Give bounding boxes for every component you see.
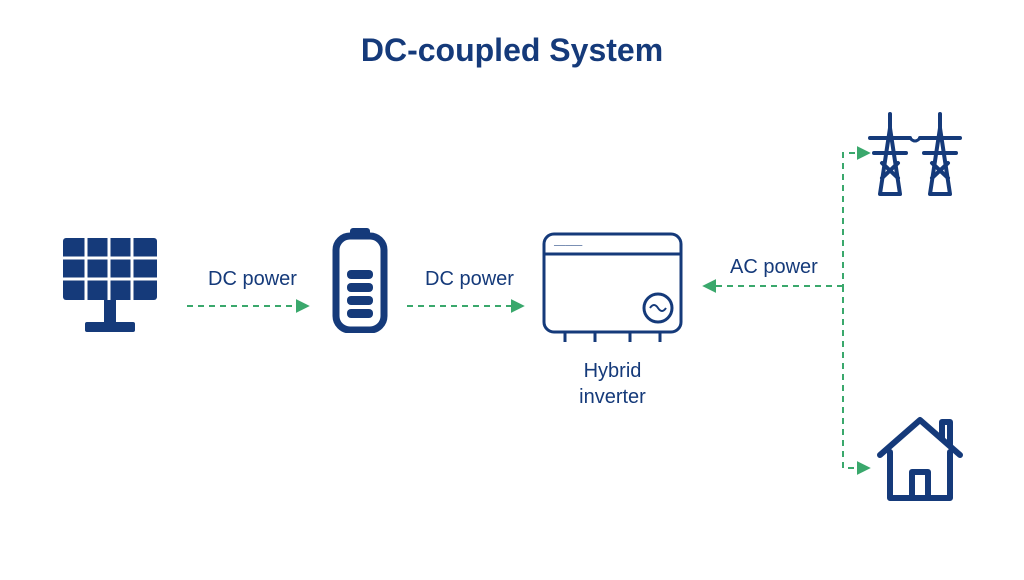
arrow-branch-to-house [838,286,878,478]
arrow-battery-to-inverter [405,300,530,312]
node-house [870,410,970,505]
edge-label-ac: AC power [730,256,818,279]
inverter-label: Hybrid inverter [579,358,646,410]
arrow-branch-to-grid [838,145,878,295]
node-battery [330,228,390,333]
arrow-solar-to-battery [185,300,315,312]
node-solar-panel [55,230,165,340]
edge-label-dc1: DC power [208,268,297,291]
solar-panel-icon [55,230,165,340]
edge-label-dc2: DC power [425,268,514,291]
house-icon [870,410,970,505]
battery-icon [330,228,390,333]
inverter-icon: ───── [540,230,685,348]
node-inverter: ───── Hybrid inverter [540,230,685,410]
svg-text:─────: ───── [553,241,583,250]
arrow-right-to-inverter [695,280,845,292]
diagram-title: DC-coupled System [0,32,1024,69]
